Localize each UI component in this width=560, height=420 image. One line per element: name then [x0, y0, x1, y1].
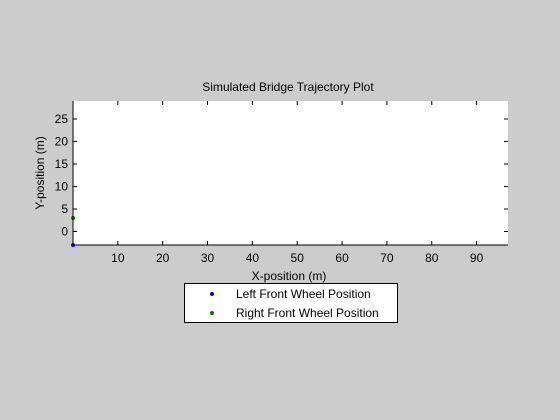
axes: 10 20 30 40 50 60 70 80 90 0 5 10 15 20 25: [55, 101, 508, 265]
x-tick-label-70: 70: [380, 251, 394, 265]
x-tick-label-50: 50: [291, 251, 305, 265]
y-tick-label-20: 20: [55, 135, 69, 149]
x-tick-label-30: 30: [201, 251, 215, 265]
chart-title: Simulated Bridge Trajectory Plot: [202, 80, 374, 94]
x-tick-label-90: 90: [470, 251, 484, 265]
legend-label-left-front-wheel: Left Front Wheel Position: [236, 287, 371, 301]
y-tick-label-10: 10: [55, 180, 69, 194]
y-tick-label-15: 15: [55, 157, 69, 171]
plot-area: [73, 101, 508, 245]
legend-marker-right-front-wheel: [210, 311, 214, 315]
x-tick-label-60: 60: [335, 251, 349, 265]
x-tick-label-40: 40: [246, 251, 260, 265]
legend: Left Front Wheel Position Right Front Wh…: [184, 283, 398, 323]
x-axis-label: X-position (m): [252, 269, 327, 283]
y-tick-label-0: 0: [61, 225, 68, 239]
legend-item-left-front-wheel: Left Front Wheel Position: [185, 285, 397, 303]
x-tick-label-10: 10: [111, 251, 125, 265]
x-tick-label-20: 20: [156, 251, 170, 265]
y-axis-label: Y-position (m): [33, 136, 47, 210]
legend-label-right-front-wheel: Right Front Wheel Position: [236, 306, 379, 320]
x-tick-label-80: 80: [425, 251, 439, 265]
y-tick-label-25: 25: [55, 112, 69, 126]
y-tick-label-5: 5: [61, 202, 68, 216]
legend-marker-left-front-wheel: [210, 292, 214, 296]
legend-item-right-front-wheel: Right Front Wheel Position: [185, 304, 397, 322]
